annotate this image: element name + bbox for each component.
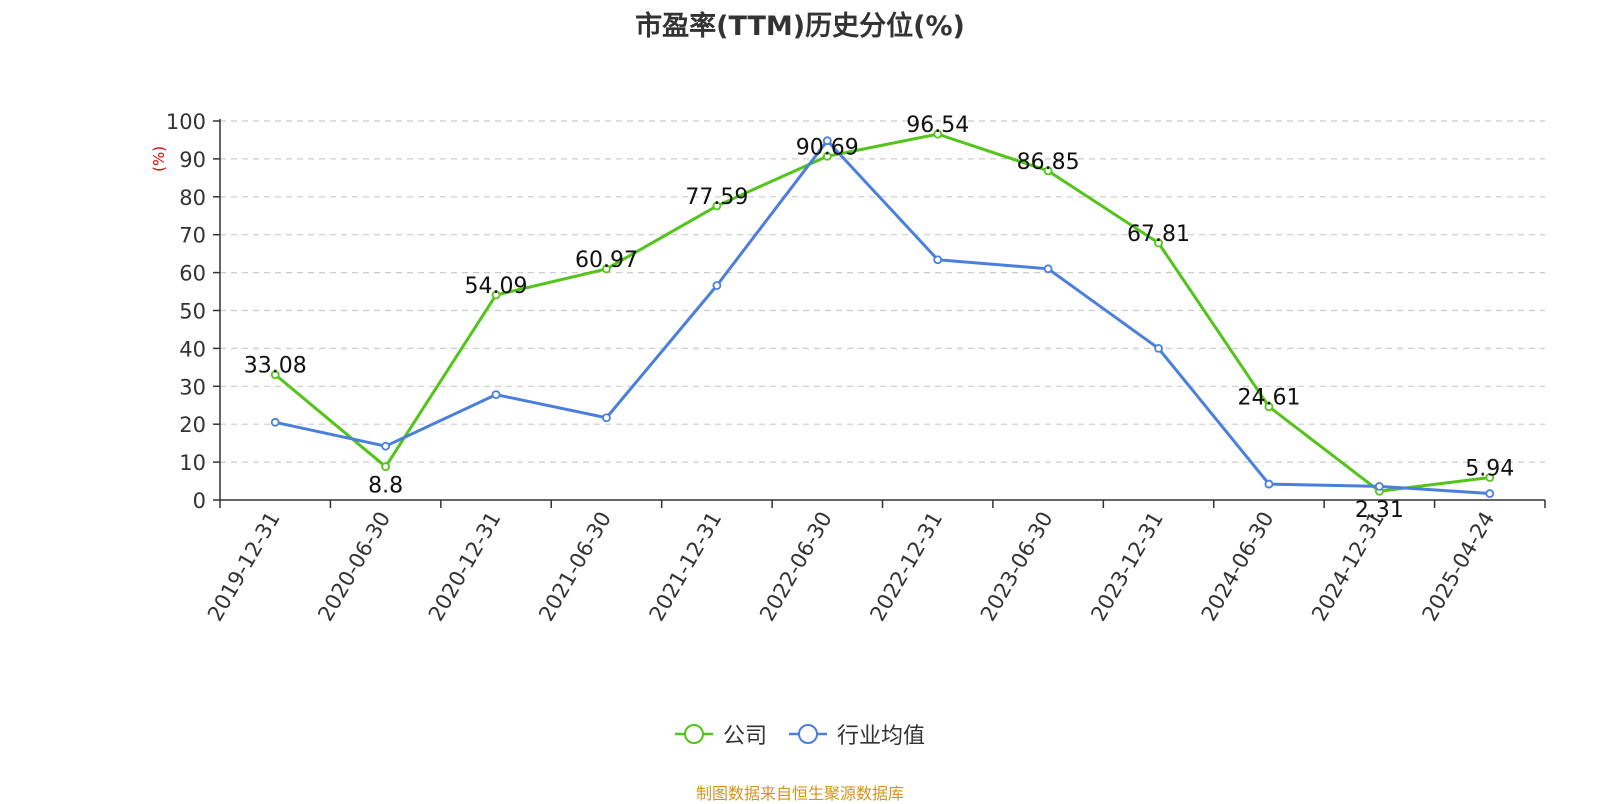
data-label: 2.31: [1355, 498, 1404, 523]
data-point-company: [822, 151, 832, 161]
x-tick-label: 2024-12-31: [1307, 508, 1389, 626]
data-point-company: [1154, 238, 1163, 248]
data-label: 8.8: [368, 474, 403, 499]
y-tick-label: 90: [179, 148, 206, 172]
y-tick-label: 80: [179, 186, 206, 210]
x-tick-label: 2022-06-30: [755, 508, 837, 626]
y-axis-title: (%): [150, 146, 168, 172]
x-tick-label: 2023-06-30: [976, 508, 1058, 626]
data-point-company: [491, 290, 501, 300]
data-point-company: [381, 462, 391, 472]
y-tick-label: 10: [179, 451, 206, 475]
data-point-industry: [270, 417, 280, 427]
data-label: 86.85: [1017, 150, 1080, 175]
series-line-industry: [274, 139, 1490, 496]
data-label: 90.69: [796, 135, 859, 160]
y-tick-label: 60: [179, 262, 206, 286]
data-point-industry: [1154, 343, 1163, 353]
data-point-industry: [491, 390, 501, 400]
x-tick-label: 2020-06-30: [313, 508, 395, 626]
data-point-company: [1485, 473, 1495, 482]
data-point-industry: [933, 255, 943, 265]
legend-line-company-icon: [674, 724, 713, 744]
data-point-industry: [1485, 489, 1495, 498]
y-tick-label: 20: [179, 413, 206, 437]
data-label: 96.54: [906, 113, 969, 138]
data-label: 67.81: [1127, 222, 1190, 247]
data-point-company: [1264, 402, 1274, 412]
x-tick-label: 2021-06-30: [534, 508, 616, 626]
data-point-company: [270, 370, 280, 380]
source-footer: 制图数据来自恒生聚源数据库: [695, 784, 904, 803]
x-tick-label: 2024-06-30: [1197, 508, 1279, 626]
y-tick-label: 100: [166, 110, 206, 134]
y-tick-label: 30: [179, 375, 206, 399]
x-tick-label: 2020-12-31: [424, 507, 506, 625]
data-point-industry: [1043, 264, 1053, 274]
data-point-industry: [822, 136, 832, 146]
data-point-industry: [1374, 481, 1384, 491]
legend-item-company[interactable]: 公司: [674, 718, 767, 750]
data-label: 5.94: [1465, 456, 1514, 481]
x-tick-label: 2025-04-24: [1418, 508, 1500, 626]
data-label: 60.97: [575, 248, 638, 273]
legend-line-industry-icon: [789, 724, 827, 744]
data-point-industry: [602, 413, 611, 423]
x-tick-label: 2019-12-31: [203, 508, 285, 626]
data-point-industry: [712, 281, 722, 290]
x-tick-label: 2021-12-31: [645, 508, 727, 626]
legend-label-company: 公司: [722, 724, 767, 749]
data-label: 33.08: [244, 354, 307, 379]
x-tick-label: 2023-12-31: [1086, 508, 1168, 626]
y-tick-label: 40: [179, 337, 206, 361]
data-point-industry: [381, 441, 391, 451]
data-point-industry: [1264, 479, 1274, 489]
legend-label-industry: 行业均值: [837, 724, 926, 749]
series-line-company: [274, 132, 1490, 493]
data-point-company: [712, 201, 722, 211]
y-tick-label: 50: [179, 300, 206, 324]
legend-item-industry[interactable]: 行业均值: [789, 718, 925, 750]
data-label: 77.59: [685, 185, 748, 210]
data-point-company: [933, 129, 943, 139]
legend: 公司 行业均值: [0, 718, 1600, 750]
y-tick-label: 0: [193, 489, 206, 513]
data-point-company: [602, 264, 611, 274]
x-tick-label: 2022-12-31: [865, 507, 947, 625]
chart-title: 市盈率(TTM)历史分位(%): [635, 11, 965, 42]
data-label: 54.09: [465, 274, 528, 299]
y-tick-label: 70: [179, 224, 206, 248]
data-label: 24.61: [1237, 386, 1300, 411]
data-point-company: [1043, 166, 1053, 176]
